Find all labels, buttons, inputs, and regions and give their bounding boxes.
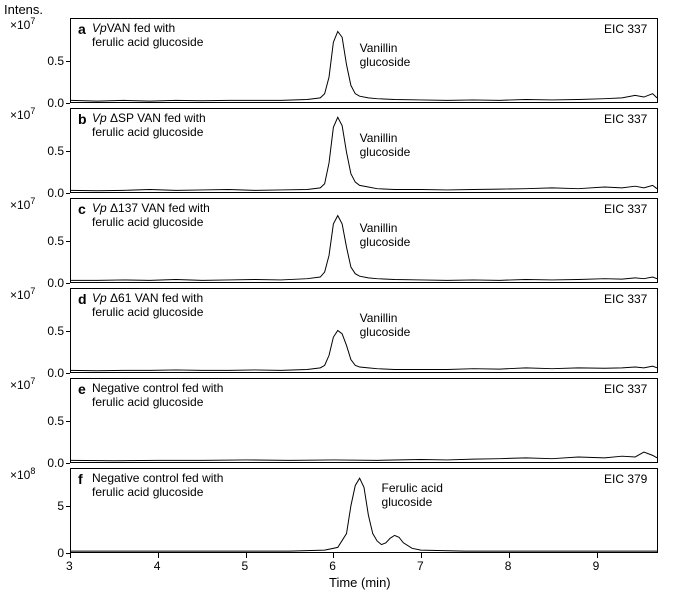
- chromatogram-figure: Intens. ×107 0.0 0.5 a VpVAN fed withferulic…: [0, 0, 685, 605]
- panel-letter: c: [78, 201, 86, 217]
- panel-description: Vp Δ61 VAN fed withferulic acid glucosid…: [92, 292, 203, 320]
- xtick-label: 3: [66, 559, 73, 573]
- panel-description: VpVAN fed withferulic acid glucoside: [92, 22, 203, 50]
- eic-label: EIC 337: [604, 112, 647, 126]
- panel-letter: e: [78, 381, 86, 397]
- panel-letter: d: [78, 291, 87, 307]
- panel-description: Negative control fed withferulic acid gl…: [92, 472, 223, 500]
- ytick-label: 0.0: [47, 456, 64, 470]
- ytick-label: 0.0: [47, 96, 64, 110]
- panel-description: Vp Δ137 VAN fed withferulic acid glucosi…: [92, 202, 210, 230]
- y-exponent: ×107: [10, 106, 35, 122]
- panel-letter: a: [78, 21, 86, 37]
- ytick-label: 0.0: [47, 366, 64, 380]
- ytick-label: 0.0: [47, 186, 64, 200]
- y-exponent: ×108: [10, 466, 35, 482]
- xtick-label: 5: [242, 559, 249, 573]
- ytick-label: 0.5: [47, 324, 64, 338]
- xtick-label: 4: [154, 559, 161, 573]
- y-exponent: ×107: [10, 286, 35, 302]
- xtick-label: 8: [505, 559, 512, 573]
- peak-label: Vanillinglucoside: [360, 42, 411, 70]
- y-axis-label: Intens.: [4, 2, 43, 17]
- panel-description: Vp ΔSP VAN fed withferulic acid glucosid…: [92, 112, 206, 140]
- ytick-label: 0.0: [47, 276, 64, 290]
- peak-label: Vanillinglucoside: [360, 222, 411, 250]
- ytick-label: 0.5: [47, 234, 64, 248]
- peak-label: Ferulic acidglucoside: [382, 482, 443, 510]
- panel-letter: f: [78, 471, 83, 487]
- xtick-label: 6: [329, 559, 336, 573]
- ytick-label: 5: [57, 499, 64, 513]
- x-axis-label: Time (min): [329, 575, 391, 590]
- ytick-label: 0.5: [47, 144, 64, 158]
- ytick-label: 0: [57, 546, 64, 560]
- xtick-label: 7: [417, 559, 424, 573]
- eic-label: EIC 337: [604, 292, 647, 306]
- peak-label: Vanillinglucoside: [360, 312, 411, 340]
- eic-label: EIC 337: [604, 22, 647, 36]
- ytick-label: 0.5: [47, 54, 64, 68]
- xtick-label: 9: [593, 559, 600, 573]
- y-exponent: ×107: [10, 16, 35, 32]
- eic-label: EIC 337: [604, 202, 647, 216]
- panel-description: Negative control fed withferulic acid gl…: [92, 382, 223, 410]
- peak-label: Vanillinglucoside: [360, 132, 411, 160]
- y-exponent: ×107: [10, 376, 35, 392]
- y-exponent: ×107: [10, 196, 35, 212]
- eic-label: EIC 337: [604, 382, 647, 396]
- panel-letter: b: [78, 111, 87, 127]
- ytick-label: 0.5: [47, 414, 64, 428]
- eic-label: EIC 379: [604, 472, 647, 486]
